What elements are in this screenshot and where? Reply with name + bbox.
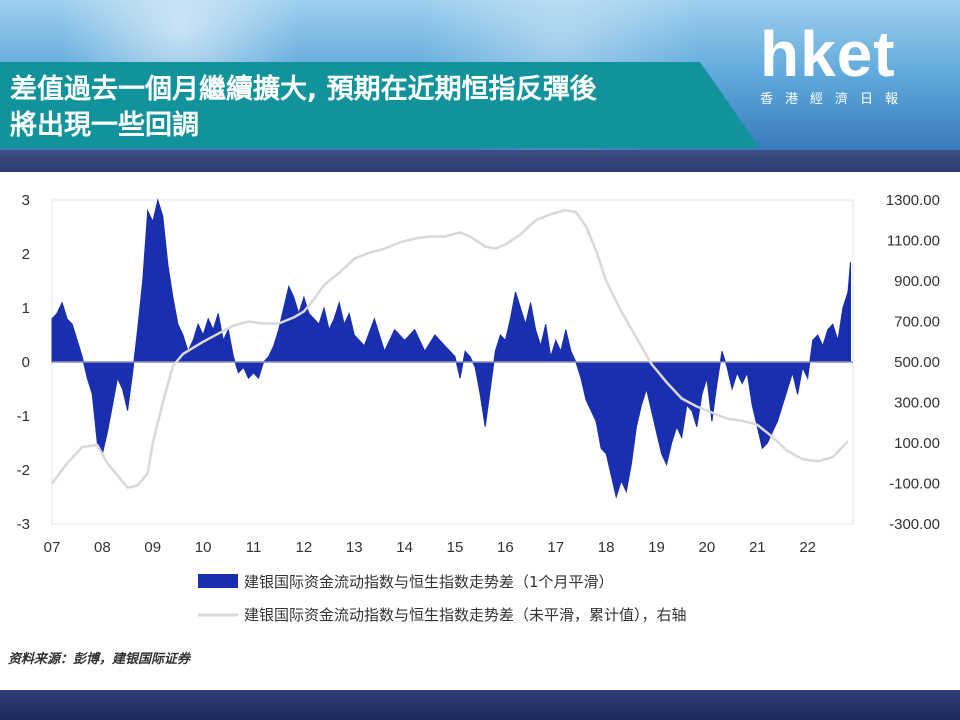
- page-title: 差值過去一個月繼續擴大, 預期在近期恒指反彈後 將出現一些回調: [10, 72, 730, 144]
- y-right-tick-label: -300.00: [889, 516, 940, 533]
- x-tick-label: 10: [195, 539, 212, 556]
- x-tick-label: 16: [497, 539, 514, 556]
- bar-series: [51, 198, 853, 499]
- legend-swatch-bar: [198, 574, 238, 588]
- x-tick-label: 20: [699, 539, 716, 556]
- y-right-tick-label: 300.00: [894, 395, 940, 412]
- title-line-2: 將出現一些回調: [10, 110, 199, 141]
- x-tick-label: 07: [44, 539, 61, 556]
- x-tick-label: 22: [799, 539, 816, 556]
- y-left-tick-label: 0: [22, 354, 30, 371]
- y-right-tick-label: 700.00: [894, 314, 940, 331]
- y-left-tick-label: -1: [17, 408, 30, 425]
- y-left-tick-label: 1: [22, 300, 30, 317]
- x-tick-label: 21: [749, 539, 766, 556]
- x-tick-label: 15: [447, 539, 464, 556]
- y-right-tick-label: 900.00: [894, 273, 940, 290]
- y-left-tick-label: 3: [22, 192, 30, 209]
- logo-wordmark: hket: [760, 18, 896, 90]
- legend-label-line: 建银国际资金流动指数与恒生指数走势差（未平滑，累计值），右轴: [244, 606, 687, 624]
- y-left-tick-label: -2: [17, 462, 30, 479]
- y-right-tick-label: -100.00: [889, 476, 940, 493]
- y-right-tick-label: 100.00: [894, 435, 940, 452]
- y-right-tick-label: 500.00: [894, 354, 940, 371]
- line-series: [50, 208, 849, 489]
- bar-series-area: [51, 198, 851, 499]
- x-tick-label: 13: [346, 539, 363, 556]
- x-tick-label: 19: [648, 539, 665, 556]
- y-right-tick-label: 1300.00: [886, 192, 940, 209]
- title-line-1: 差值過去一個月繼續擴大, 預期在近期恒指反彈後: [10, 74, 597, 105]
- x-tick-label: 18: [598, 539, 615, 556]
- logo-subtitle: 香港經濟日報: [760, 92, 911, 107]
- x-tick-label: 17: [547, 539, 564, 556]
- legend-label-bar: 建银国际资金流动指数与恒生指数走势差（1个月平滑）: [244, 573, 614, 591]
- y-right-tick-label: 1100.00: [887, 233, 940, 250]
- x-tick-label: 14: [396, 539, 413, 556]
- chart-axes: 3210-1-2-31300.001100.00900.00700.00500.…: [17, 192, 940, 556]
- y-left-tick-label: -3: [17, 516, 30, 533]
- hket-logo: hket 香港經濟日報: [760, 22, 935, 112]
- x-tick-label: 09: [144, 539, 161, 556]
- source-note: 资料来源：彭博，建银国际证券: [8, 652, 191, 667]
- footer-bar: [0, 690, 960, 720]
- y-left-tick-label: 2: [22, 246, 30, 263]
- x-tick-label: 11: [246, 539, 262, 556]
- x-tick-label: 08: [94, 539, 111, 556]
- cumulative-line: [50, 208, 849, 489]
- x-tick-label: 12: [296, 539, 313, 556]
- chart-legend: 建银国际资金流动指数与恒生指数走势差（1个月平滑） 建银国际资金流动指数与恒生指数…: [198, 573, 687, 624]
- banner-stripe: [0, 150, 960, 172]
- chart-svg: 3210-1-2-31300.001100.00900.00700.00500.…: [17, 192, 940, 624]
- title-box: [0, 62, 760, 148]
- chart-area: 3 2 1 0 -1 -2 -3 1300.00 1100.00 900.00 700.00 500.…: [0, 172, 960, 692]
